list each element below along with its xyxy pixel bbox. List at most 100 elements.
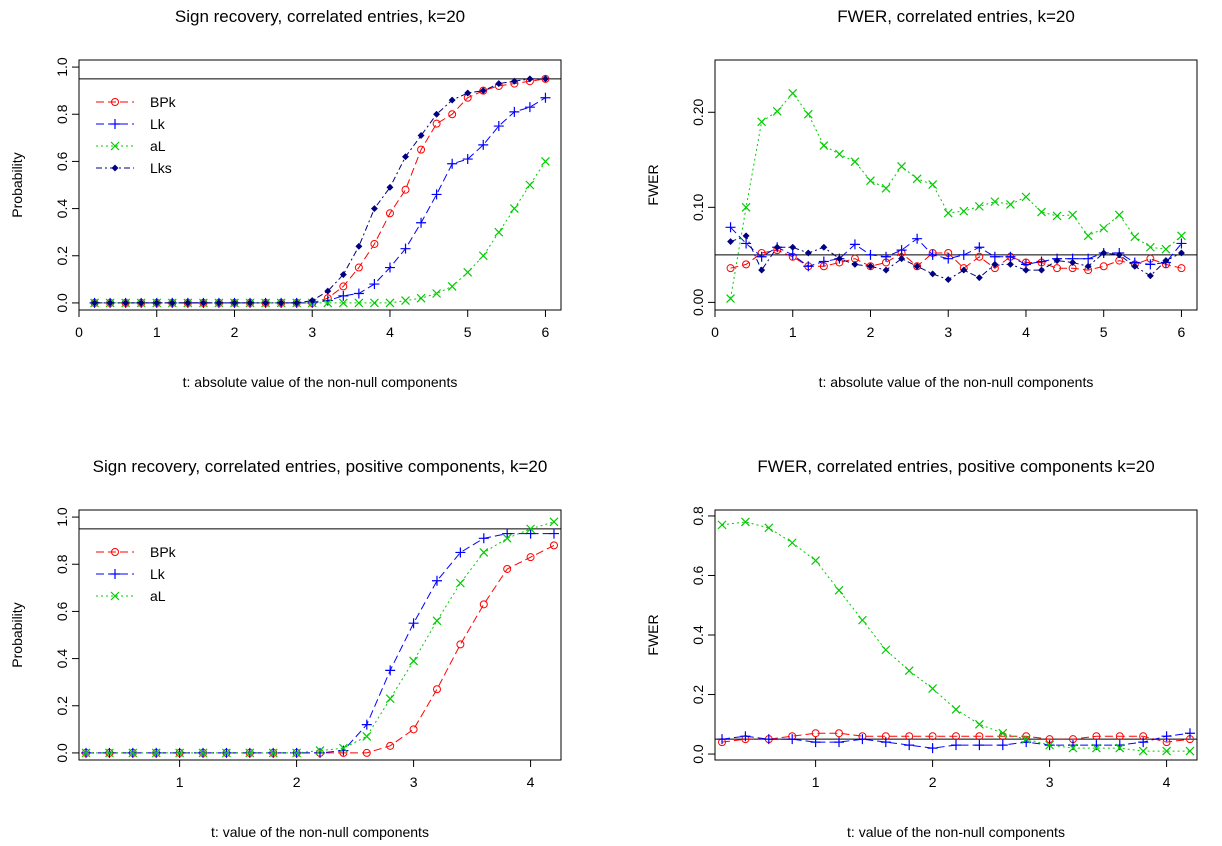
panel-1-point-aL	[401, 296, 410, 305]
panel-1-ytick-label: 0.0	[54, 293, 70, 313]
panel-1-ytick-label: 1.0	[54, 57, 70, 77]
panel-1-point-Lk	[322, 295, 333, 306]
panel-1-point-Lks	[355, 242, 363, 250]
panel-1-point-aL	[478, 251, 488, 261]
panel-2-point-Lks	[929, 270, 937, 278]
panel-4-point-Lk	[880, 737, 891, 748]
panel-1-xtick-label: 6	[542, 324, 550, 340]
panel-2-point-Lks	[944, 276, 952, 284]
panel-4-title: FWER, correlated entries, positive compo…	[757, 457, 1154, 476]
panel-2-point-Lks	[1053, 257, 1061, 265]
panel-3-point-BPk	[409, 725, 418, 734]
panel-2-point-Lks	[820, 243, 828, 251]
panel-4-point-BPk	[811, 729, 820, 738]
panel-3-point-BPk	[362, 748, 371, 757]
panel-1-point-Lk	[478, 139, 489, 150]
panel-1-legend-marker	[110, 141, 120, 151]
panel-4-point-BPk	[835, 729, 844, 738]
panel-4-ytick-label: 0.8	[690, 506, 706, 526]
panel-1-point-BPk	[417, 145, 426, 154]
panel-4-point-aL	[1185, 746, 1195, 756]
panel-1-point-Lks	[464, 89, 472, 97]
panel-1-point-Lks	[168, 299, 176, 307]
panel-4-point-Lk	[763, 734, 774, 745]
panel-3-point-aL	[385, 694, 395, 704]
panel-3-legend-marker	[110, 591, 120, 601]
panel-3: Sign recovery, correlated entries, posit…	[9, 457, 562, 840]
panel-3-point-BPk	[526, 553, 535, 562]
panel-1-point-aL	[369, 298, 379, 308]
panel-2-point-Lks	[758, 266, 766, 274]
panel-1-line-aL	[94, 161, 546, 304]
panel-1-point-Lk	[462, 154, 473, 165]
panel-3-point-BPk	[432, 685, 441, 694]
panel-2-point-aL	[1021, 192, 1031, 202]
panel-1-point-Lk	[493, 121, 504, 132]
panel-4-point-BPk	[1092, 732, 1101, 741]
panel-1-legend-marker	[111, 164, 119, 172]
panel-2-xtick-label: 3	[944, 324, 952, 340]
panel-4-point-BPk	[952, 732, 960, 741]
panel-3-point-BPk	[456, 640, 465, 649]
panel-2: FWER, correlated entries, k=20 0 1 2 3 4 5 6 0.0…	[645, 7, 1198, 390]
panel-2-point-Lks	[726, 238, 735, 246]
panel-2-point-aL	[1052, 211, 1062, 221]
panel-3-point-aL	[338, 743, 348, 753]
panel-2-point-Lks	[851, 260, 859, 268]
panel-2-point-Lk	[1145, 259, 1156, 270]
panel-2-point-Lk	[865, 249, 876, 260]
panel-1-point-aL	[447, 281, 457, 291]
panel-3-point-aL	[502, 533, 512, 543]
panel-4-point-Lk	[927, 743, 938, 754]
panel-2-series-Lks	[726, 232, 1186, 284]
panel-1-point-BPk	[370, 239, 379, 248]
panel-3-point-aL	[479, 548, 489, 557]
panel-4-xlabel: t: value of the non-null components	[847, 824, 1065, 840]
panel-1-point-BPk	[448, 110, 457, 119]
panel-1-point-Lk	[431, 189, 442, 200]
panel-1-point-Lks	[153, 299, 161, 307]
panel-1-xtick-label: 1	[153, 324, 161, 340]
panel-1-point-Lks	[417, 131, 425, 140]
panel-1-point-BPk	[401, 185, 410, 194]
panel-3-point-aL	[81, 748, 91, 758]
panel-3-point-Lk	[502, 528, 513, 539]
panel-2-xtick-label: 4	[1022, 324, 1030, 340]
panel-1-point-Lks	[199, 299, 207, 307]
panel-3-legend: BPk Lk aL	[96, 544, 177, 604]
panel-1-point-aL	[463, 267, 473, 277]
panel-4-point-Lk	[997, 740, 1008, 751]
panel-2-point-Lks	[804, 249, 812, 257]
panel-4-point-aL	[811, 556, 821, 566]
panel-2-point-aL	[803, 109, 813, 119]
panel-2-point-Lks	[742, 232, 750, 240]
panel-4-point-Lk	[904, 740, 915, 751]
panel-1-point-Lk	[353, 288, 364, 299]
panel-2-point-Lk	[974, 242, 985, 253]
panel-1-point-Lks	[122, 299, 130, 307]
panel-1-point-Lks	[137, 299, 145, 307]
panel-3-legend-label: aL	[150, 588, 166, 604]
panel-2-point-Lk	[896, 245, 907, 256]
panel-1-xtick-label: 2	[231, 324, 239, 340]
panel-2-point-aL	[741, 202, 751, 212]
panel-2-point-aL	[772, 106, 782, 116]
panel-2-point-BPk	[1177, 264, 1186, 273]
panel-1-point-aL	[385, 298, 395, 308]
panel-1-ylabel: Probability	[9, 152, 25, 217]
panel-2-point-Lk	[989, 251, 1000, 262]
panel-2-point-Lks	[1177, 249, 1186, 257]
panel-1-ytick-label: 0.4	[54, 199, 70, 219]
panel-2-line-Lks	[730, 235, 1182, 281]
panel-2-ytick-label: 0.10	[690, 194, 706, 221]
panel-4-point-Lk	[1161, 731, 1172, 742]
panel-3-ytick-label: 0.4	[54, 649, 70, 669]
panel-3-point-BPk	[386, 741, 395, 750]
panel-1-point-Lk	[447, 158, 458, 169]
panel-1-frame	[78, 59, 562, 311]
panel-2-point-aL	[897, 162, 907, 171]
panel-2-point-aL	[1130, 232, 1140, 242]
panel-3-point-Lk	[338, 745, 349, 756]
panel-4: FWER, correlated entries, positive compo…	[645, 457, 1198, 840]
